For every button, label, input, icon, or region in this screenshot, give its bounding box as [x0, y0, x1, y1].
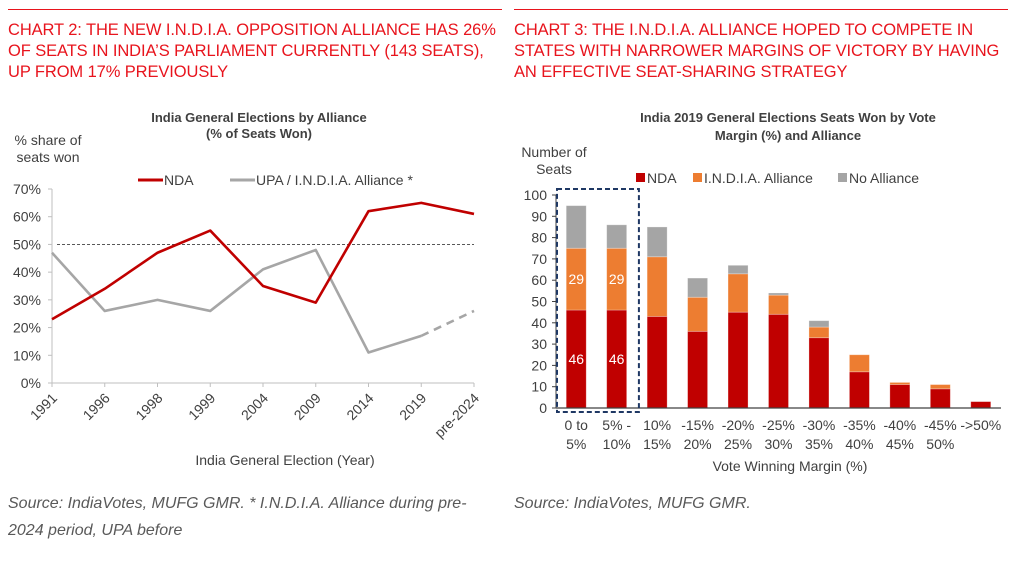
- chart3-x-tick-label-line2: 25%: [724, 436, 752, 452]
- chart3-legend: NDA I.N.D.I.A. Alliance No Alliance: [636, 170, 919, 186]
- chart2-y-tick-label: 10%: [13, 347, 41, 363]
- chart3-y-tick-label: 50: [531, 294, 547, 310]
- chart3-bar-nda: [929, 388, 951, 409]
- chart3-bar-india-alliance: [646, 256, 668, 317]
- chart2-heading: CHART 2: THE NEW I.N.D.I.A. OPPOSITION A…: [8, 21, 496, 81]
- chart2-y-tick-label: 50%: [13, 236, 41, 252]
- chart3-stacked-bar-chart: India 2019 General Elections Seats Won b…: [521, 110, 1001, 474]
- chart3-data-label: 29: [609, 271, 625, 287]
- chart3-bar-india-alliance: [889, 382, 911, 385]
- chart3-bar-india-alliance: [929, 384, 951, 390]
- chart3-title-line1: India 2019 General Elections Seats Won b…: [640, 110, 936, 125]
- chart3-bar-india-alliance: [727, 273, 749, 313]
- chart3-bar-no-alliance: [646, 226, 668, 258]
- chart2-y-tick-label: 0%: [21, 375, 41, 391]
- chart3-y-tick-label: 80: [531, 230, 547, 246]
- chart3-x-tick-label-line2: 20%: [684, 436, 712, 452]
- chart2-line-chart: India General Elections by Alliance (% o…: [13, 110, 482, 468]
- chart3-x-tick-label-line2: 35%: [805, 436, 833, 452]
- chart2-ylabel-line1: % share of: [15, 132, 82, 148]
- legend-india-swatch: [693, 173, 702, 182]
- legend-no-alliance-swatch: [838, 173, 847, 182]
- chart2-y-tick-label: 40%: [13, 264, 41, 280]
- chart3-bar-nda: [889, 384, 911, 409]
- legend-no-alliance-label: No Alliance: [849, 170, 919, 186]
- chart3-bar-no-alliance: [565, 205, 587, 249]
- chart3-data-label: 46: [568, 351, 584, 367]
- chart3-y-tick-label: 30: [531, 336, 547, 352]
- chart3-x-tick-label-line2: 50%: [926, 436, 954, 452]
- chart2-title-line1: India General Elections by Alliance: [151, 110, 367, 125]
- legend-nda-label: NDA: [164, 172, 194, 188]
- chart3-bar-india-alliance: [849, 354, 870, 373]
- chart3-bar-no-alliance: [808, 320, 830, 328]
- chart3-source: Source: IndiaVotes, MUFG GMR.: [514, 495, 751, 512]
- chart3-x-tick-label: -15%: [681, 417, 714, 433]
- chart3-x-tick-label-line2: 15%: [643, 436, 671, 452]
- right-top-rule: [514, 9, 1008, 10]
- chart3-y-tick-label: 70: [531, 251, 547, 267]
- chart3-y-tick-label: 100: [524, 187, 548, 203]
- chart3-bar-nda: [849, 371, 870, 409]
- chart3-bar-no-alliance: [727, 264, 749, 275]
- chart3-bar-india-alliance: [808, 326, 830, 339]
- chart3-x-tick-label: -30%: [803, 417, 836, 433]
- legend-nda-swatch: [636, 173, 645, 182]
- chart3-bar-nda: [970, 401, 992, 409]
- chart3-highlight-box: [556, 188, 640, 413]
- chart3-ylabel-line2: Seats: [536, 161, 572, 177]
- chart3-bar-no-alliance: [768, 292, 789, 296]
- chart2-ylabel-line2: seats won: [16, 149, 79, 165]
- chart3-y-tick-label: 10: [531, 379, 547, 395]
- chart3-x-tick-label: ->50%: [960, 417, 1001, 433]
- chart2-y-tick-label: 20%: [13, 320, 41, 336]
- chart3-x-tick-label: 5% -: [602, 417, 631, 433]
- chart3-heading: CHART 3: THE I.N.D.I.A. ALLIANCE HOPED T…: [514, 21, 1000, 81]
- chart3-bar-nda: [768, 313, 789, 409]
- chart3-data-label: 29: [568, 271, 584, 287]
- chart2-source: Source: IndiaVotes, MUFG GMR. * I.N.D.I.…: [8, 495, 467, 539]
- chart3-x-tick-label-line2: 40%: [845, 436, 873, 452]
- chart3-x-tick-label: -35%: [843, 417, 876, 433]
- chart3-y-tick-label: 60: [531, 272, 547, 288]
- chart3-x-tick-label: 10%: [643, 417, 671, 433]
- chart3-title-line2: Margin (%) and Alliance: [715, 128, 861, 143]
- chart3-data-label: 46: [609, 351, 625, 367]
- legend-nda-label: NDA: [647, 170, 677, 186]
- legend-india-label: I.N.D.I.A. Alliance: [704, 170, 813, 186]
- chart3-x-tick-label: -25%: [762, 417, 795, 433]
- chart2-y-tick-label: 70%: [13, 181, 41, 197]
- chart3-y-tick-label: 90: [531, 208, 547, 224]
- chart3-y-tick-label: 20: [531, 357, 547, 373]
- chart3-bar-nda: [808, 337, 830, 409]
- chart3-bar-no-alliance: [687, 277, 708, 298]
- chart3-y-tick-label: 0: [539, 400, 547, 416]
- chart3-bar-no-alliance: [606, 224, 628, 249]
- chart3-xlabel: Vote Winning Margin (%): [713, 458, 868, 474]
- chart3-x-tick-label-line2: 45%: [886, 436, 914, 452]
- chart2-legend: NDA UPA / I.N.D.I.A. Alliance *: [138, 172, 413, 188]
- chart2-y-tick-label: 60%: [13, 209, 41, 225]
- chart3-x-tick-label-line2: 5%: [566, 436, 586, 452]
- chart3-x-tick-label: 0 to: [565, 417, 589, 433]
- chart3-x-tick-label: -40%: [884, 417, 917, 433]
- chart2-upa-india-line: [51, 248, 422, 354]
- chart3-y-tick-label: 40: [531, 315, 547, 331]
- chart2-title-line2: (% of Seats Won): [206, 126, 312, 141]
- chart3-bar-india-alliance: [768, 294, 789, 315]
- chart3-ylabel-line1: Number of: [521, 144, 586, 160]
- chart3-bar-india-alliance: [687, 296, 708, 332]
- left-top-rule: [8, 9, 502, 10]
- chart3-bar-nda: [646, 316, 668, 409]
- chart3-x-tick-label-line2: 10%: [603, 436, 631, 452]
- chart3-bar-nda: [687, 330, 708, 409]
- chart2-xlabel: India General Election (Year): [195, 452, 374, 468]
- chart3-x-tick-label-line2: 30%: [764, 436, 792, 452]
- chart2-upa-india-line-dashed-segment: [420, 309, 475, 338]
- legend-upa-label: UPA / I.N.D.I.A. Alliance *: [256, 172, 413, 188]
- chart3-x-tick-label: -45%: [924, 417, 957, 433]
- chart2-y-tick-label: 30%: [13, 292, 41, 308]
- chart3-x-tick-label: -20%: [722, 417, 755, 433]
- chart3-bar-nda: [727, 311, 749, 409]
